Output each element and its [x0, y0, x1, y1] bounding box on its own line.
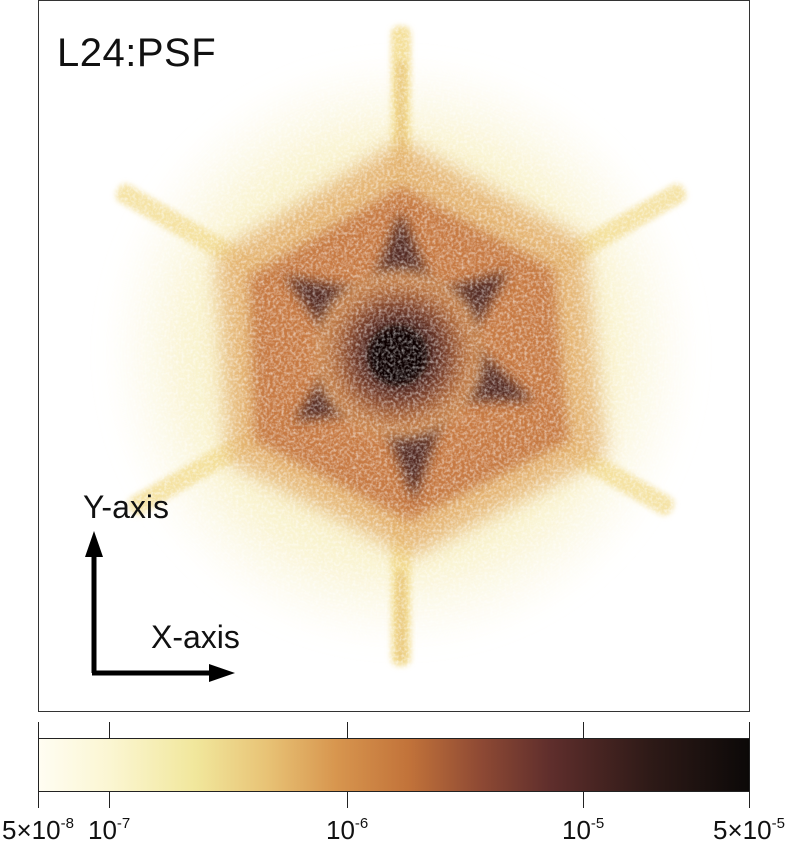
y-arrow-head-icon	[85, 531, 103, 557]
colorbar-tick-label: 5×10-8	[2, 815, 74, 845]
colorbar	[38, 738, 750, 792]
colorbar-tick-bottom	[109, 792, 110, 808]
colorbar-tick-bottom	[749, 792, 750, 808]
colorbar-tick-top	[38, 722, 39, 738]
axis-arrows	[91, 549, 215, 676]
colorbar-tick-label: 10-5	[562, 815, 605, 845]
x-arrow-head-icon	[209, 664, 235, 682]
colorbar-tick-bottom	[38, 792, 39, 808]
colorbar-ticks	[38, 722, 750, 808]
colorbar-tick-top	[109, 722, 110, 738]
panel-title: L24:PSF	[57, 31, 217, 75]
psf-image-panel: L24:PSF Y-axis X-axis	[38, 0, 750, 712]
colorbar-tick-label: 10-7	[88, 815, 131, 845]
y-axis-label: Y-axis	[83, 489, 169, 525]
colorbar-tick-label: 5×10-5	[713, 815, 785, 845]
colorbar-tick-label: 10-6	[326, 815, 369, 845]
colorbar-tick-bottom	[583, 792, 584, 808]
psf-image	[39, 1, 749, 711]
colorbar-tick-top	[583, 722, 584, 738]
colorbar-tick-bottom	[347, 792, 348, 808]
x-axis-label: X-axis	[151, 619, 240, 655]
colorbar-tick-top	[749, 722, 750, 738]
colorbar-tick-top	[347, 722, 348, 738]
